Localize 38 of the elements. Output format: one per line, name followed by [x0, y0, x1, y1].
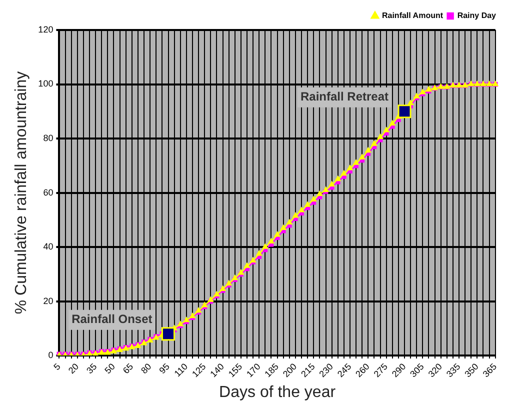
x-axis-title: Days of the year	[219, 384, 336, 401]
x-tick-label: 290	[390, 361, 408, 380]
y-tick-label: 40	[43, 242, 54, 252]
y-tick-label: 0	[48, 350, 54, 360]
x-tick-label: 365	[480, 361, 499, 380]
x-tick-label: 110	[172, 361, 190, 379]
x-tick-label: 20	[66, 361, 81, 376]
x-tick-label: 50	[102, 361, 117, 376]
x-tick-label: 320	[426, 361, 444, 380]
x-tick-label: 185	[262, 361, 280, 380]
x-tick-label: 200	[280, 361, 299, 380]
x-tick-label: 215	[299, 361, 317, 380]
x-tick-label: 140	[208, 361, 226, 380]
x-tick-label: 125	[190, 361, 208, 380]
y-tick-label: 80	[43, 133, 54, 143]
x-tick-label: 335	[444, 361, 462, 380]
y-axis-title: % Cumulative rainfall amountrainy	[13, 71, 30, 314]
x-tick-label: 350	[462, 361, 480, 380]
x-tick-label: 260	[354, 361, 372, 380]
x-tick-label: 170	[244, 361, 262, 380]
x-tick-label: 65	[120, 361, 136, 376]
x-tick-label: 95	[157, 361, 172, 376]
x-tick-label: 35	[84, 361, 99, 376]
y-tick-label: 20	[43, 296, 54, 306]
y-tick-label: 120	[38, 24, 54, 34]
y-tick-label: 100	[38, 78, 54, 89]
x-tick-label: 5	[52, 361, 62, 372]
x-tick-label: 275	[372, 361, 390, 380]
x-tick-label: 155	[226, 361, 244, 380]
x-tick-label: 80	[139, 361, 154, 376]
annotation: Rainfall Retreat	[300, 90, 389, 104]
legend-label: Rainfall Amount	[382, 11, 444, 20]
x-tick-label: 305	[408, 361, 426, 380]
y-tick-label: 60	[43, 187, 54, 198]
annotation: Rainfall Onset	[72, 312, 152, 326]
x-tick-label: 245	[335, 361, 354, 380]
legend-label: Rainy Day	[457, 11, 497, 20]
x-tick-label: 230	[317, 361, 335, 380]
